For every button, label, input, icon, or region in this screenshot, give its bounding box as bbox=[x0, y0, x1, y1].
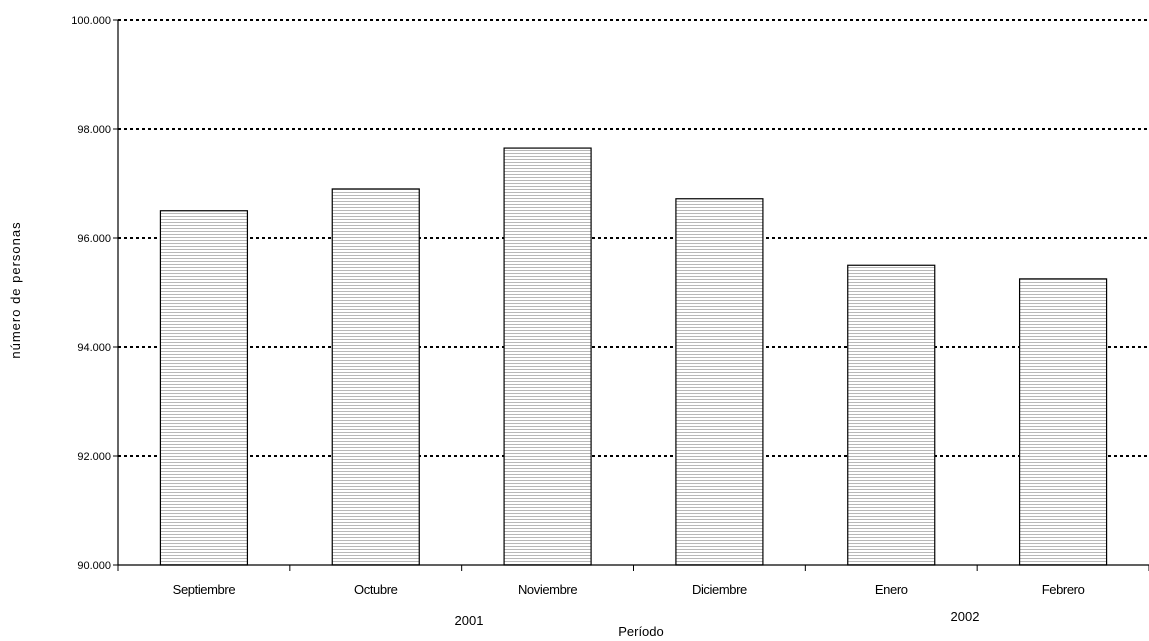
x-tick-label: Octubre bbox=[354, 582, 398, 597]
y-axis-title: número de personas bbox=[8, 221, 23, 358]
axes bbox=[113, 19, 1149, 571]
y-tick-label: 90.000 bbox=[77, 560, 111, 572]
x-tick-label: Septiembre bbox=[173, 582, 236, 597]
x-axis-title: Período bbox=[618, 624, 664, 639]
bar-septiembre bbox=[159, 210, 249, 566]
bar-noviembre bbox=[503, 147, 592, 566]
x-category-labels: Septiembre Octubre Noviembre Diciembre Enero… bbox=[173, 582, 1085, 597]
y-tick-label: 98.000 bbox=[77, 124, 111, 136]
y-tick-label: 96.000 bbox=[77, 233, 111, 245]
x-tick-label: Diciembre bbox=[692, 582, 747, 597]
bars bbox=[159, 147, 1108, 566]
x-tick-label: Enero bbox=[875, 582, 908, 597]
bar-octubre bbox=[331, 188, 420, 566]
y-tick-label: 92.000 bbox=[77, 451, 111, 463]
year-group-label: 2002 bbox=[951, 609, 980, 624]
y-tick-label: 100.000 bbox=[71, 15, 111, 27]
bar-enero bbox=[847, 264, 936, 566]
y-tick-labels: 90.000 92.000 94.000 96.000 98.000 100.000 bbox=[71, 15, 111, 572]
x-tick-label: Febrero bbox=[1042, 582, 1085, 597]
year-group-labels: 2001 2002 bbox=[455, 609, 980, 628]
gridlines bbox=[118, 19, 1149, 457]
bar-febrero bbox=[1018, 278, 1108, 566]
year-group-label: 2001 bbox=[455, 613, 484, 628]
y-tick-label: 94.000 bbox=[77, 342, 111, 354]
bar-diciembre bbox=[675, 198, 764, 566]
x-tick-label: Noviembre bbox=[518, 582, 577, 597]
